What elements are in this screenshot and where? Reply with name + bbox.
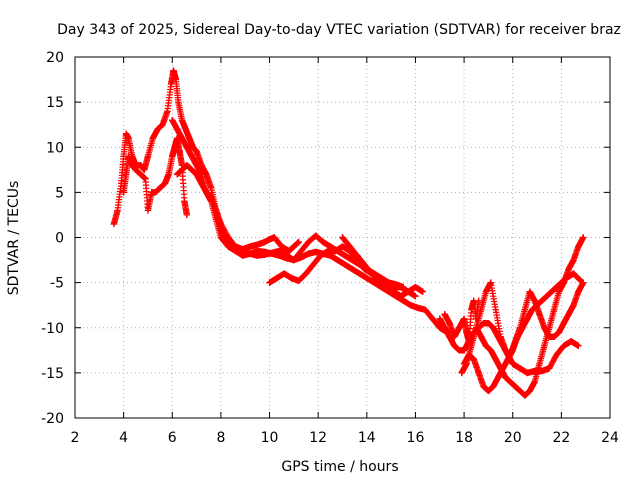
x-tick-label: 18 (455, 430, 473, 446)
series-s1 (110, 67, 302, 255)
data-points (110, 67, 587, 399)
y-tick-label: 15 (46, 95, 64, 111)
x-tick-label: 6 (168, 430, 177, 446)
x-tick-label: 20 (504, 430, 522, 446)
series-s2 (120, 135, 191, 219)
y-tick-label: 10 (46, 140, 64, 156)
x-tick-label: 22 (552, 430, 570, 446)
x-tick-label: 14 (358, 430, 376, 446)
y-tick-label: 20 (46, 50, 64, 66)
series-s10 (458, 279, 587, 377)
series-markers (169, 116, 451, 336)
chart-title: Day 343 of 2025, Sidereal Day-to-day VTE… (57, 22, 621, 38)
series-s11 (441, 297, 482, 345)
series-markers (458, 279, 587, 377)
x-axis-label: GPS time / hours (281, 459, 398, 475)
y-tick-label: 5 (55, 185, 64, 201)
series-markers (441, 297, 482, 345)
plot-frame (74, 56, 611, 419)
series-s6 (339, 234, 419, 300)
series-s3 (169, 116, 451, 336)
x-tick-label: 4 (119, 430, 128, 446)
x-tick-label: 12 (309, 430, 327, 446)
x-tick-label: 16 (407, 430, 425, 446)
series-markers (120, 135, 191, 219)
y-tick-label: -5 (50, 276, 64, 292)
x-tick-label: 10 (261, 430, 279, 446)
y-axis-label: SDTVAR / TECUs (6, 181, 22, 296)
y-tick-label: -10 (41, 321, 64, 337)
y-tick-label: -15 (41, 366, 64, 382)
series-markers (339, 234, 419, 300)
x-tick-label: 2 (71, 430, 80, 446)
y-tick-label: -20 (41, 411, 64, 427)
x-tick-label: 24 (601, 430, 619, 446)
x-tick-label: 8 (216, 430, 225, 446)
y-tick-label: 0 (55, 231, 64, 247)
series-markers (110, 67, 302, 255)
